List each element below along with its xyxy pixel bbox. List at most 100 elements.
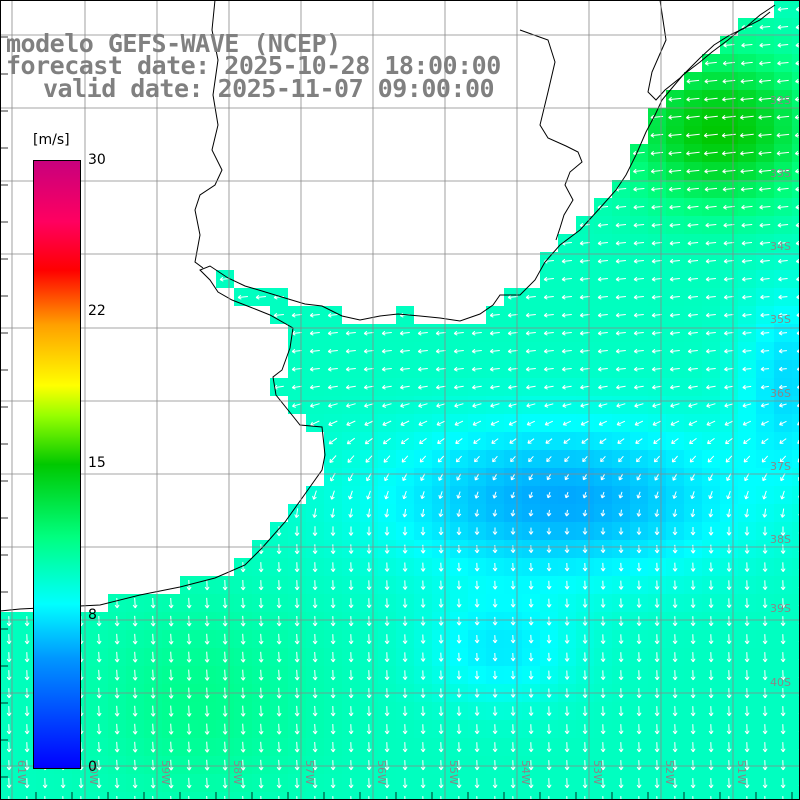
field-cell [792,396,800,414]
wind-vector [510,545,516,554]
wind-vector [96,705,102,717]
wind-vector [762,490,767,500]
wind-vector [708,670,714,681]
field-cell [792,666,800,684]
wind-vector [150,615,156,627]
wind-vector [296,796,298,800]
wind-vector [690,509,696,518]
wind-vector [24,778,30,789]
wind-vector [744,508,750,518]
wind-vector [222,615,228,627]
wind-vector [705,240,717,246]
wind-vector [669,312,680,318]
wind-vector [188,795,190,800]
wind-vector [402,706,408,717]
wind-vector [438,760,444,771]
wind-vector [633,168,645,174]
wind-vector [692,796,694,800]
wind-vector [528,670,534,680]
wind-vector [96,615,102,627]
wind-vector [492,509,498,517]
wind-vector [312,651,318,663]
wind-vector [186,633,192,645]
wind-vector [669,294,680,300]
wind-vector [417,348,428,354]
wind-vector [474,652,480,662]
wind-vector [489,330,500,336]
wind-vector [309,312,320,318]
field-cell [792,720,800,738]
wind-vector [668,115,682,120]
wind-vector [561,312,572,318]
wind-vector [492,473,498,481]
wind-vector [795,6,800,12]
wind-vector [582,545,588,554]
wind-vector [186,741,192,753]
wind-vector [510,491,516,499]
wind-vector [615,222,627,228]
field-cell [792,756,800,774]
wind-vector [690,598,696,608]
wind-vector [402,544,408,554]
wind-vector [438,473,444,481]
wind-vector [204,723,210,735]
wind-vector [636,491,642,499]
colorbar-tick-22: 22 [88,303,106,319]
title-forecast-date: forecast date: 2025-10-28 18:00:00 [6,51,501,80]
wind-vector [726,652,732,663]
wind-vector [674,796,676,800]
wind-vector [492,616,498,626]
wind-vector [294,777,300,789]
wind-vector [258,723,264,735]
wind-vector [402,473,408,482]
wind-vector [24,634,30,645]
wind-vector [776,96,790,102]
wind-vector [582,580,588,590]
field-cell [54,792,72,800]
wind-vector [132,669,138,681]
coastline [0,0,776,612]
field-cell [630,792,648,800]
wind-vector [795,42,800,48]
wind-vector [276,633,282,645]
wind-vector [310,403,320,408]
wind-vector [759,204,771,210]
wind-vector [726,508,732,518]
wind-vector [582,634,588,644]
wind-vector [291,348,302,354]
wind-vector [708,580,714,590]
wind-vector [276,562,282,573]
wind-vector [152,795,154,800]
wind-vector [456,724,462,735]
wind-vector [330,651,336,663]
wind-vector [526,403,536,408]
wind-vector [723,276,734,282]
wind-vector [44,796,46,800]
wind-vector [600,652,606,662]
field-cell [378,792,396,800]
wind-vector [258,562,264,573]
wind-vector [420,724,426,735]
lat-label: 37S [770,460,791,473]
wind-vector [636,580,642,590]
wind-vector [668,168,682,174]
wind-vector [328,437,338,445]
wind-vector [474,473,480,481]
field-cell [288,792,306,800]
wind-vector [330,580,336,591]
wind-vector [312,598,318,609]
wind-vector [402,742,408,753]
wind-vector [546,562,552,572]
wind-vector [330,723,336,735]
wind-vector [651,240,663,246]
wind-vector [704,168,718,174]
wind-vector [292,403,302,408]
wind-vector [690,706,696,717]
wind-vector [762,544,768,554]
colorbar [33,160,81,769]
wind-vector [438,580,444,590]
wind-vector [566,796,568,800]
wind-vector [508,420,518,426]
field-cell [486,792,504,800]
wind-vector [346,420,356,426]
